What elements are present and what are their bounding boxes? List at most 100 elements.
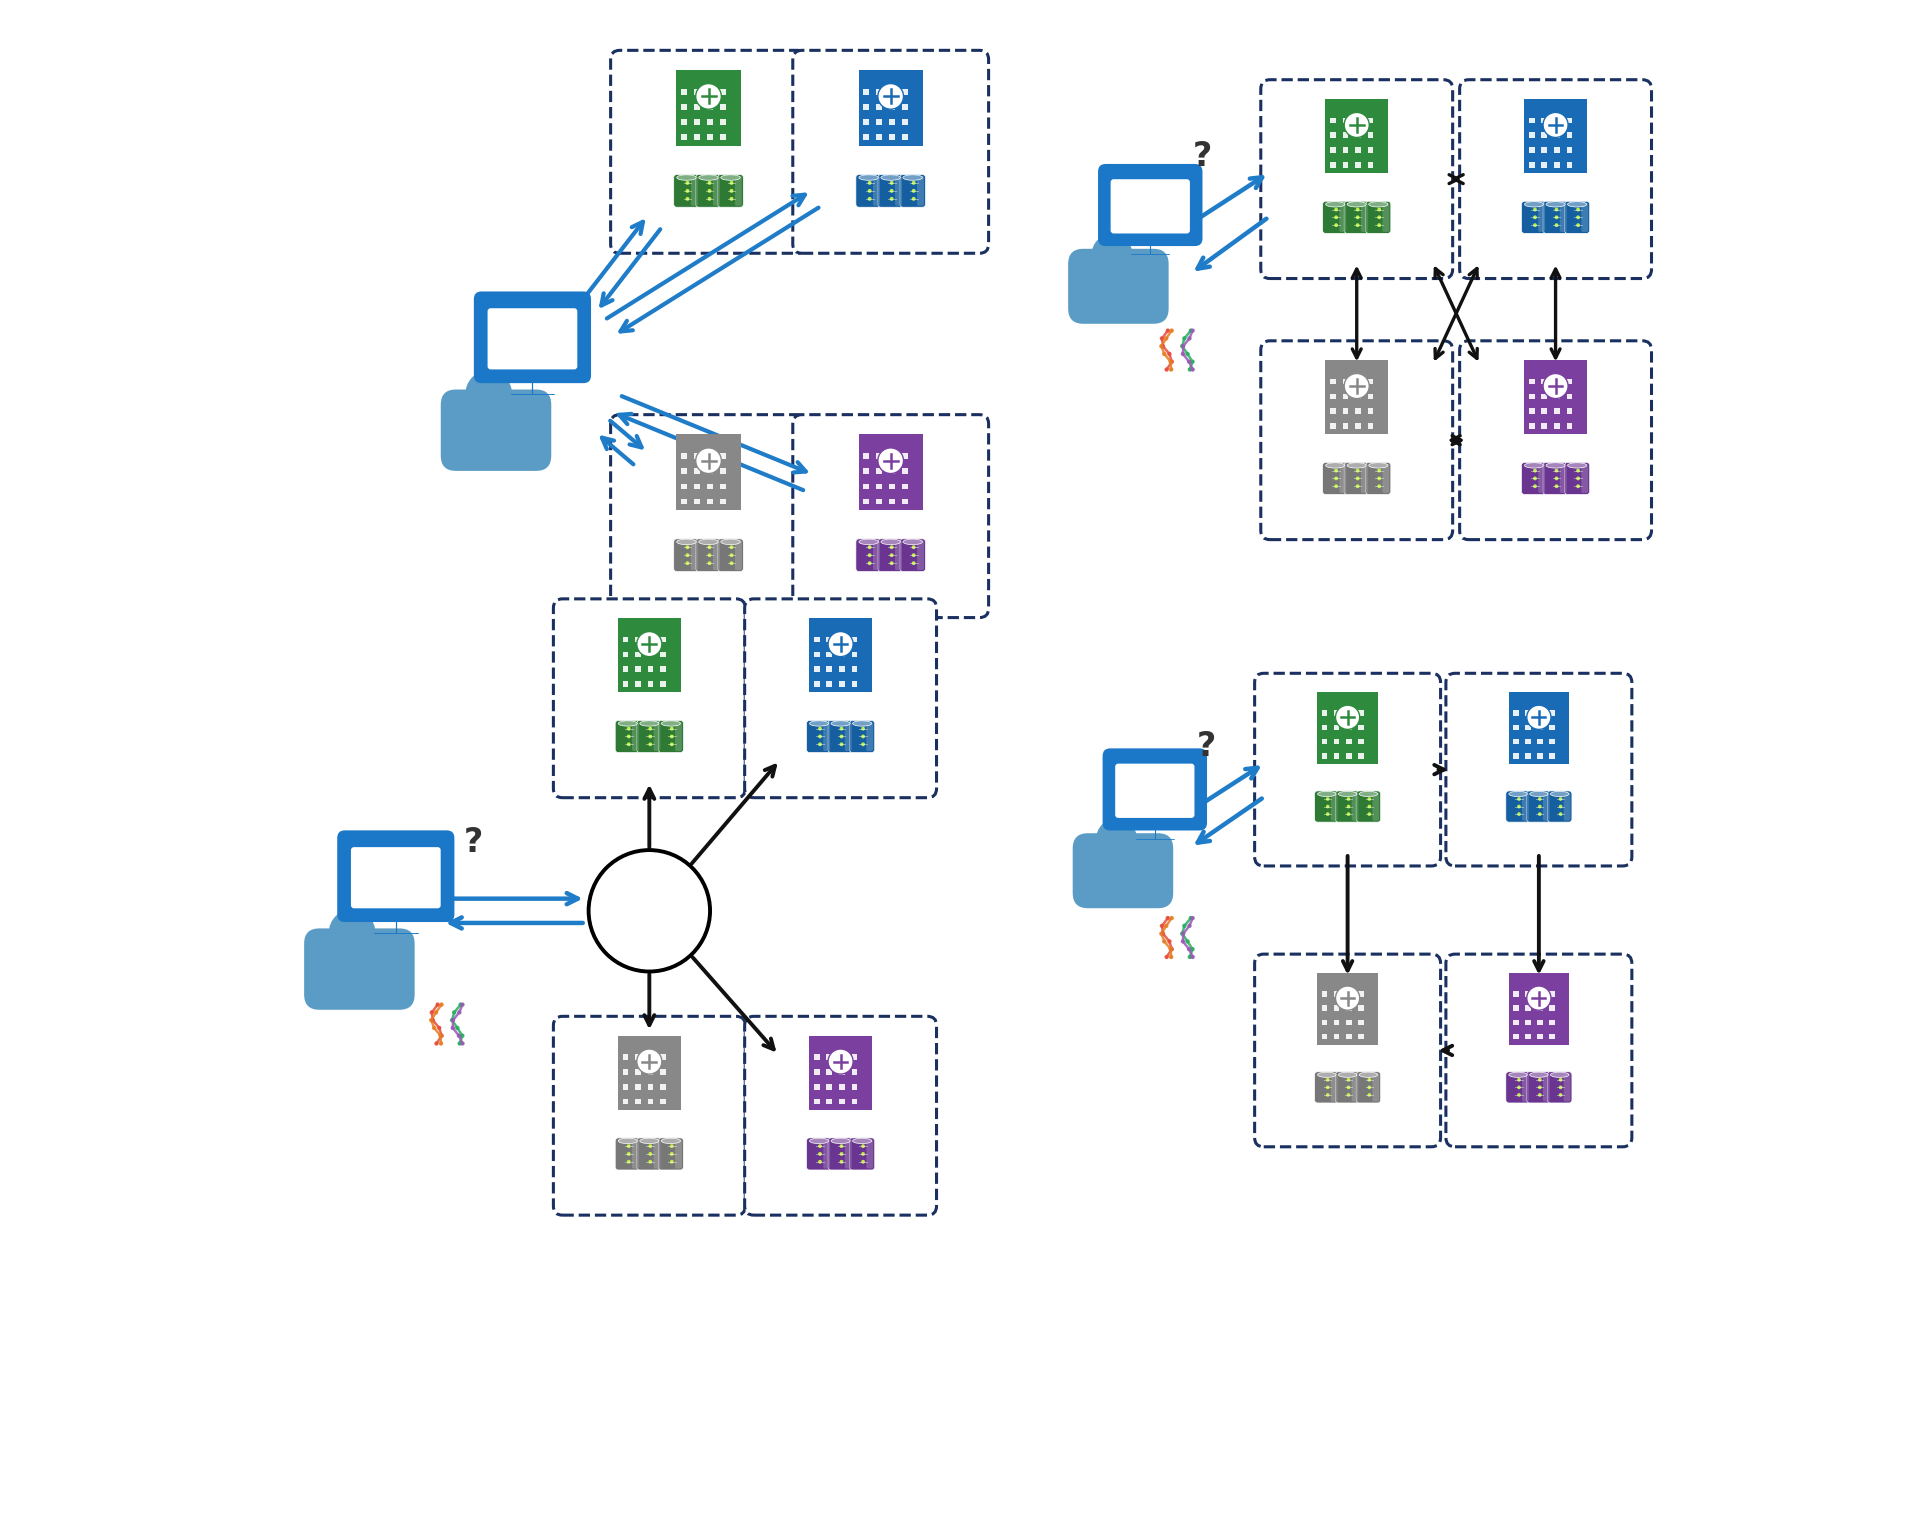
Circle shape <box>1544 373 1569 399</box>
Circle shape <box>1377 216 1381 219</box>
FancyBboxPatch shape <box>637 721 662 753</box>
FancyBboxPatch shape <box>1345 463 1369 495</box>
Ellipse shape <box>1360 820 1379 821</box>
Bar <box>681 499 687 504</box>
Bar <box>877 135 882 140</box>
Circle shape <box>1325 797 1329 802</box>
Bar <box>1368 380 1373 384</box>
Circle shape <box>1180 345 1185 348</box>
Bar <box>681 105 687 109</box>
Bar <box>1335 753 1339 759</box>
FancyBboxPatch shape <box>850 721 875 753</box>
Bar <box>1329 380 1335 384</box>
Bar <box>838 1099 844 1105</box>
Bar <box>1356 380 1360 384</box>
Circle shape <box>433 1009 437 1014</box>
Bar <box>1542 162 1548 168</box>
Bar <box>1525 710 1531 715</box>
Ellipse shape <box>1369 202 1389 206</box>
Circle shape <box>1181 932 1185 935</box>
FancyBboxPatch shape <box>1103 748 1206 830</box>
Bar <box>1554 132 1559 138</box>
Circle shape <box>1368 797 1371 802</box>
Bar <box>1322 991 1327 996</box>
Bar <box>1525 724 1531 730</box>
Bar <box>1356 393 1360 399</box>
Bar <box>1343 380 1348 384</box>
Bar <box>1358 1005 1364 1011</box>
Circle shape <box>911 197 915 200</box>
Bar <box>681 454 687 458</box>
Ellipse shape <box>809 721 829 726</box>
FancyBboxPatch shape <box>1345 202 1369 234</box>
Ellipse shape <box>1080 307 1151 317</box>
Circle shape <box>829 631 854 657</box>
Bar <box>623 1099 629 1105</box>
Circle shape <box>669 1160 673 1164</box>
Bar <box>1358 991 1364 996</box>
Bar <box>827 1084 832 1090</box>
FancyBboxPatch shape <box>1523 792 1529 821</box>
Bar <box>1550 1005 1555 1011</box>
Ellipse shape <box>882 569 901 571</box>
Circle shape <box>1555 484 1559 489</box>
Circle shape <box>1185 352 1189 357</box>
Circle shape <box>1166 915 1170 920</box>
FancyBboxPatch shape <box>1559 203 1567 232</box>
Circle shape <box>648 1152 652 1155</box>
Bar <box>660 1099 666 1105</box>
Circle shape <box>1527 987 1552 1011</box>
Bar <box>1358 753 1364 759</box>
Circle shape <box>456 1009 462 1014</box>
Ellipse shape <box>698 539 719 545</box>
Bar <box>1322 710 1327 715</box>
Circle shape <box>1356 484 1360 489</box>
Circle shape <box>1180 932 1185 935</box>
Bar <box>1567 393 1573 399</box>
Bar <box>708 469 713 474</box>
Ellipse shape <box>880 539 900 545</box>
Circle shape <box>1368 1093 1371 1096</box>
Bar <box>838 638 844 642</box>
FancyBboxPatch shape <box>850 1138 875 1170</box>
Bar <box>877 90 882 94</box>
Circle shape <box>1335 208 1339 211</box>
Bar <box>708 120 713 124</box>
Bar <box>623 638 629 642</box>
Ellipse shape <box>1320 820 1337 821</box>
Bar <box>681 484 687 489</box>
Bar <box>1335 991 1339 996</box>
FancyBboxPatch shape <box>744 1017 936 1214</box>
Bar <box>648 682 654 688</box>
FancyBboxPatch shape <box>1460 342 1651 539</box>
FancyBboxPatch shape <box>696 539 721 572</box>
Bar <box>827 666 832 672</box>
FancyBboxPatch shape <box>1527 791 1552 823</box>
Bar <box>1356 118 1360 123</box>
Bar <box>1335 739 1339 744</box>
Circle shape <box>648 735 652 738</box>
Circle shape <box>1189 328 1193 332</box>
Circle shape <box>430 1009 433 1014</box>
Bar <box>1358 1034 1364 1040</box>
Circle shape <box>867 197 871 200</box>
FancyBboxPatch shape <box>744 600 936 797</box>
FancyBboxPatch shape <box>474 291 591 383</box>
Circle shape <box>1181 352 1185 357</box>
Circle shape <box>1181 335 1187 340</box>
Bar <box>901 105 907 109</box>
Bar <box>1343 147 1348 153</box>
Bar <box>852 1099 857 1105</box>
Ellipse shape <box>698 175 719 181</box>
Bar <box>852 1084 857 1090</box>
Circle shape <box>1162 940 1166 944</box>
FancyBboxPatch shape <box>823 723 830 751</box>
FancyBboxPatch shape <box>1068 249 1168 323</box>
Bar <box>890 484 896 489</box>
Bar <box>1509 692 1569 764</box>
Bar <box>1346 710 1352 715</box>
Bar <box>1542 424 1548 430</box>
Bar <box>1368 424 1373 430</box>
FancyBboxPatch shape <box>675 723 683 751</box>
Circle shape <box>1538 1093 1542 1096</box>
